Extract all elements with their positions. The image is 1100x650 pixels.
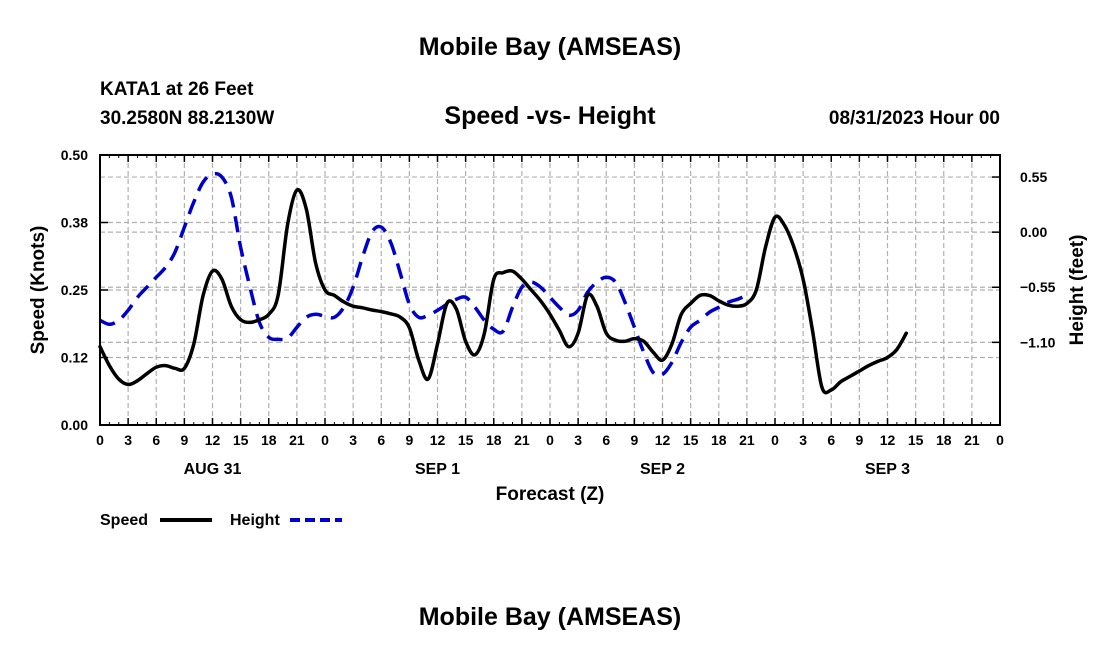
y-axis-left-label: Speed (Knots) [28,226,49,355]
station-label: KATA1 at 26 Feet [100,79,254,100]
x-tick-label: 6 [377,432,385,448]
x-tick-label: 12 [655,432,671,448]
x-tick-label: 3 [349,432,357,448]
y-left-tick-label: 0.12 [61,350,88,366]
x-tick-label: 0 [96,432,104,448]
x-tick-label: 6 [827,432,835,448]
y-left-tick-label: 0.00 [61,417,88,433]
x-day-label: SEP 2 [640,461,685,478]
x-tick-label: 9 [180,432,188,448]
x-tick-label: 3 [799,432,807,448]
x-day-label: AUG 31 [184,461,242,478]
y-right-tick-label: 0.00 [1020,224,1047,240]
x-tick-label: 12 [430,432,446,448]
x-tick-label: 0 [996,432,1004,448]
x-tick-label: 15 [908,432,924,448]
y-axis-right-label: Height (feet) [1067,235,1088,346]
plot-frame [99,154,1001,426]
x-tick-label: 3 [124,432,132,448]
series-line-speed [98,187,909,395]
x-tick-label: 0 [546,432,554,448]
x-tick-label: 9 [630,432,638,448]
series-line-height [99,171,748,378]
x-tick-label: 21 [739,432,755,448]
x-tick-label: 6 [602,432,610,448]
x-tick-label: 15 [458,432,474,448]
legend: Speed Height [100,512,342,529]
run-time-label: 08/31/2023 Hour 00 [829,108,1000,129]
y-right-tick-label: −0.55 [1020,279,1056,295]
chart-title: Mobile Bay (AMSEAS) [419,33,682,61]
x-tick-label: 0 [321,432,329,448]
tick-labels: 0 3 6 9 12 15 18 21 0 3 6 9 12 15 18 21 0 3 6 9 12 15 18 21 0 3 6 9… [61,147,1056,478]
x-tick-label: 18 [261,432,277,448]
x-tick-label: 12 [205,432,221,448]
grid-lines [100,155,1000,425]
x-axis-label: Forecast (Z) [496,484,605,505]
x-tick-label: 12 [880,432,896,448]
y-right-tick-label: −1.10 [1020,334,1056,350]
coords-label: 30.2580N 88.2130W [100,108,274,129]
x-tick-label: 18 [486,432,502,448]
y-left-tick-label: 0.25 [61,282,88,298]
series-layer [98,171,909,395]
chart-subtitle: Speed -vs- Height [444,102,656,130]
x-day-label: SEP 3 [865,461,910,478]
x-tick-label: 9 [405,432,413,448]
x-tick-label: 18 [711,432,727,448]
x-tick-label: 15 [683,432,699,448]
x-tick-label: 9 [855,432,863,448]
legend-height-label: Height [230,512,280,529]
y-left-tick-label: 0.50 [61,147,88,163]
x-tick-label: 15 [233,432,249,448]
legend-speed-label: Speed [100,512,148,529]
x-tick-label: 0 [771,432,779,448]
footer-title: Mobile Bay (AMSEAS) [419,603,682,631]
y-right-tick-label: 0.55 [1020,169,1047,185]
y-left-tick-label: 0.38 [61,215,88,231]
x-tick-label: 18 [936,432,952,448]
x-tick-label: 21 [964,432,980,448]
x-day-label: SEP 1 [415,461,460,478]
x-tick-label: 6 [152,432,160,448]
x-tick-label: 3 [574,432,582,448]
x-tick-label: 21 [514,432,530,448]
x-tick-label: 21 [289,432,305,448]
